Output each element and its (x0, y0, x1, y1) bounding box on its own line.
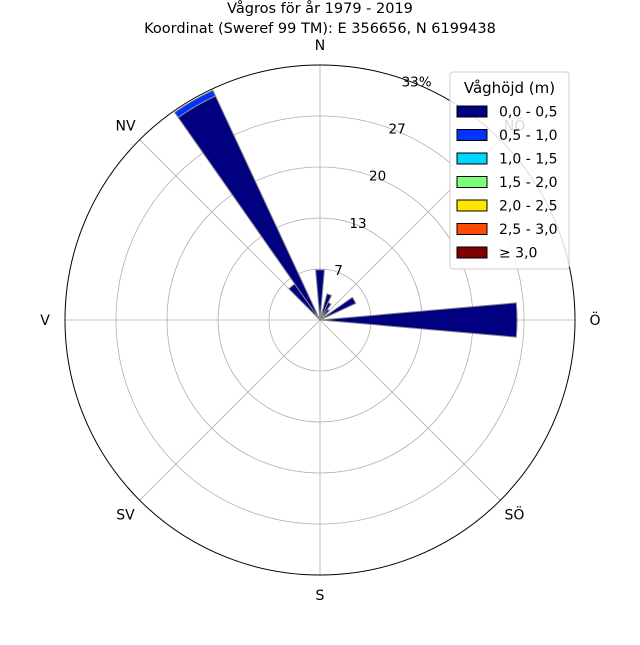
legend-label-6: ≥ 3,0 (499, 246, 537, 262)
radial-tick-labels: 7 13 20 27 33% (334, 74, 432, 279)
direction-label-6: V (40, 313, 50, 329)
legend: Våghöjd (m) 0,0 - 0,5 0,5 - 1,0 1,0 - 1,5 1,… (449, 71, 570, 270)
chart-subtitle: Koordinat (Sweref 99 TM): E 356656, N 61… (144, 21, 496, 37)
direction-label-5: SV (116, 508, 135, 524)
radial-tick-label-3: 27 (389, 122, 406, 138)
bar-sector-330-bin-1 (173, 89, 217, 119)
radial-tick-label-0: 7 (334, 263, 343, 279)
radial-tick-label-4: 33% (402, 74, 432, 90)
grid-spoke-3 (319, 319, 501, 501)
direction-label-7: NV (115, 119, 135, 135)
legend-label-4: 2,0 - 2,5 (499, 199, 557, 215)
bar-sector-90-bin-0 (319, 302, 518, 338)
legend-swatch-0 (456, 105, 488, 118)
legend-label-5: 2,5 - 3,0 (499, 222, 557, 238)
legend-swatch-4 (456, 199, 488, 212)
chart-title: Vågros för år 1979 - 2019 (227, 0, 413, 17)
legend-label-3: 1,5 - 2,0 (499, 175, 557, 191)
bar-sector-60-bin-0 (319, 296, 357, 321)
legend-box (449, 71, 570, 270)
direction-label-2: Ö (589, 311, 600, 329)
radial-tick-label-1: 13 (349, 216, 366, 232)
grid-spoke-5 (139, 319, 321, 501)
wave-bars (173, 89, 518, 338)
direction-label-4: S (316, 588, 325, 604)
legend-label-0: 0,0 - 0,5 (499, 105, 557, 121)
legend-swatch-1 (456, 129, 488, 141)
bar-sector-0-bin-0 (315, 269, 325, 321)
direction-label-0: N (315, 38, 325, 54)
legend-swatch-5 (456, 223, 488, 235)
legend-swatch-3 (456, 176, 488, 188)
outer-circle (64, 64, 576, 576)
legend-swatch-2 (456, 152, 488, 165)
bar-sector-40-bin-0 (319, 308, 330, 321)
direction-label-3: SÖ (505, 506, 525, 524)
bar-sector-330-bin-0 (177, 95, 321, 321)
legend-swatch-6 (456, 246, 488, 259)
legend-label-2: 1,0 - 1,5 (499, 152, 557, 168)
radial-tick-label-2: 20 (369, 169, 386, 185)
legend-label-1: 0,5 - 1,0 (499, 128, 557, 144)
legend-title: Våghöjd (m) (464, 79, 555, 97)
